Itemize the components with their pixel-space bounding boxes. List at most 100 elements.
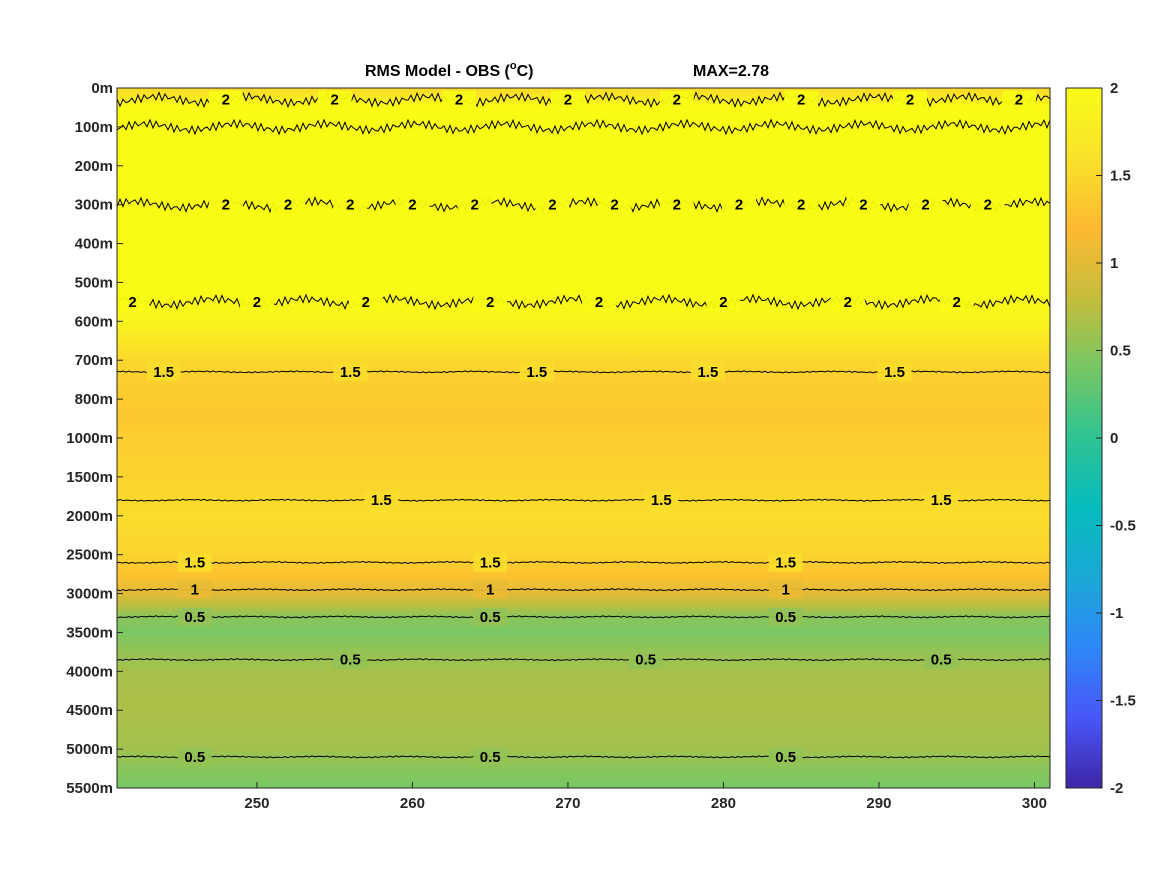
x-tick-label: 260 <box>400 795 425 812</box>
contour-label: 0.5 <box>184 609 205 626</box>
contour-label: 2 <box>346 197 354 214</box>
y-tick-label: 800m <box>75 391 113 408</box>
contour-label-bg <box>208 90 243 109</box>
contour-label-bg <box>239 292 274 311</box>
chart-title: RMS Model - OBS (oC) MAX=2.78 <box>365 60 769 80</box>
contour-label-bg <box>473 553 508 572</box>
contour-label-bg <box>722 195 756 214</box>
contour-label: 1.5 <box>697 364 718 381</box>
y-tick-label: 200m <box>75 158 113 175</box>
contour-label: 1.5 <box>775 554 796 571</box>
heatmap-field <box>117 88 1050 788</box>
x-tick-label: 250 <box>244 795 269 812</box>
x-tick-label: 280 <box>711 795 736 812</box>
contour-label-bg <box>208 195 243 214</box>
contour-label-bg <box>830 292 865 311</box>
contour-label: 1.5 <box>651 492 672 509</box>
contour-label: 2 <box>719 294 727 311</box>
contour-label-bg <box>924 650 959 669</box>
contour-label-bg <box>939 292 974 311</box>
contour-label-bg <box>628 650 663 669</box>
contour-label: 2 <box>797 197 805 214</box>
contour-label: 2 <box>735 197 743 214</box>
contour-label: 2 <box>331 92 339 109</box>
chart-max-label: MAX=2.78 <box>693 63 769 80</box>
contour-label-bg <box>177 580 212 599</box>
contour-label: 1.5 <box>480 554 501 571</box>
y-tick-label: 300m <box>75 197 113 214</box>
contour-label: 2 <box>844 294 852 311</box>
contour-label-bg <box>597 195 632 214</box>
contour-label-bg <box>395 195 430 214</box>
contour-label: 0.5 <box>775 749 796 766</box>
chart-title-text: RMS Model - OBS (oC) <box>365 60 534 80</box>
plot-area: 2 2 2 2 2 2 2 2 2 2 2 2 2 2 2 2 2 2 2 2 2 2 2 2 2 2 2 2 2 1.5 1.5 1.5 1.… <box>117 88 1050 788</box>
contour-label-bg <box>535 195 570 214</box>
contour-label: 2 <box>921 197 929 214</box>
contour-line <box>117 560 1050 565</box>
contour-label: 0.5 <box>635 652 656 669</box>
y-tick-label: 500m <box>75 274 113 291</box>
contour-label-bg <box>877 362 912 381</box>
contour-label: 2 <box>548 197 556 214</box>
contour-label-bg <box>659 90 694 109</box>
contour-label: 2 <box>284 197 292 214</box>
contour-label: 2 <box>253 294 261 311</box>
contour-label-bg <box>582 292 617 311</box>
y-tick-label: 5500m <box>66 780 113 797</box>
contour-label: 0.5 <box>775 609 796 626</box>
contour-label: 1.5 <box>153 364 174 381</box>
contour-label-bg <box>924 491 959 510</box>
colorbar-ticks: 2 1.5 1 0.5 0 -0.5 -1 -1.5 -2 <box>1096 80 1136 797</box>
contour-label-bg <box>473 747 508 766</box>
contour-label: 1.5 <box>340 364 361 381</box>
contour-line <box>117 755 1050 759</box>
contour-label: 2 <box>859 197 867 214</box>
contour-label: 1 <box>191 582 199 599</box>
x-tick-label: 290 <box>866 795 891 812</box>
contour-label-bg <box>177 747 212 766</box>
x-tick-label: 270 <box>555 795 580 812</box>
contour-label-bg <box>706 292 741 311</box>
colorbar-tick-label: -1 <box>1110 605 1123 622</box>
colorbar-tick-label: 0.5 <box>1110 343 1131 360</box>
contour-label: 1.5 <box>371 492 392 509</box>
y-tick-label: 700m <box>75 352 113 369</box>
contour-label-bg <box>473 580 508 599</box>
contour-label: 0.5 <box>931 652 952 669</box>
contour-label-bg <box>768 607 803 626</box>
contour-label-bg <box>457 195 492 214</box>
colorbar-tick-label: 1 <box>1110 255 1118 272</box>
contour-label: 2 <box>673 197 681 214</box>
contour-line <box>117 658 1050 662</box>
contour-label-bg <box>908 195 943 214</box>
colorbar-tick-label: 0 <box>1110 430 1118 447</box>
colorbar: 2 1.5 1 0.5 0 -0.5 -1 -1.5 -2 <box>1065 80 1136 797</box>
x-axis: 250 260 270 280 290 300 <box>244 782 1047 812</box>
contour-label-bg <box>364 491 399 510</box>
y-tick-label: 2500m <box>66 547 113 564</box>
contour-label: 0.5 <box>480 609 501 626</box>
contour-label: 1 <box>781 582 789 599</box>
contour-label: 1 <box>486 582 494 599</box>
contour-label: 2 <box>673 92 681 109</box>
colorbar-tick-label: 1.5 <box>1110 168 1131 185</box>
contour-layer: 2 2 2 2 2 2 2 2 2 2 2 2 2 2 2 2 2 2 2 2 2 2 2 2 2 2 2 2 2 1.5 1.5 1.5 1.… <box>117 90 1050 766</box>
contour-label: 2 <box>128 294 136 311</box>
contour-label: 2 <box>984 197 992 214</box>
contour-label-bg <box>784 90 819 109</box>
y-tick-label: 3000m <box>66 586 113 603</box>
contour-label-bg <box>690 362 725 381</box>
contour-label: 2 <box>953 294 961 311</box>
contour-label: 2 <box>564 92 572 109</box>
contour-label: 2 <box>906 92 914 109</box>
contour-label-bg <box>768 553 803 572</box>
contour-label: 2 <box>1015 92 1023 109</box>
contour-label-bg <box>550 90 585 109</box>
x-tick-label: 300 <box>1022 795 1047 812</box>
contour-label-bg <box>473 607 508 626</box>
contour-label-bg <box>768 747 803 766</box>
contour-line <box>117 118 1050 136</box>
contour-label-bg <box>348 292 383 311</box>
contour-label: 1.5 <box>931 492 952 509</box>
